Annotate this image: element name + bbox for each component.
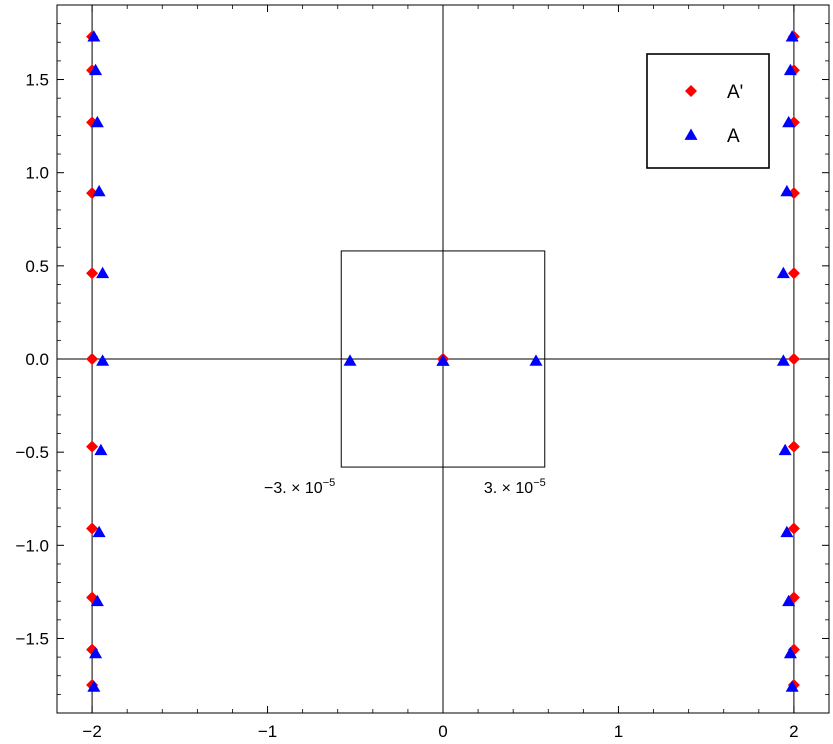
a-point bbox=[87, 680, 101, 692]
legend-label-a: A bbox=[727, 126, 740, 147]
y-tick-label: −1.0 bbox=[15, 536, 49, 555]
y-tick-label: −1.5 bbox=[15, 629, 49, 648]
a-point bbox=[89, 646, 103, 659]
a-point bbox=[92, 525, 106, 538]
a-point bbox=[782, 594, 796, 607]
x-tick-label: 1 bbox=[614, 722, 623, 741]
data-points bbox=[86, 30, 800, 692]
x-tick-label: −1 bbox=[258, 722, 277, 741]
legend-marker-a bbox=[684, 128, 698, 140]
x-tick-label: 2 bbox=[789, 722, 798, 741]
a-prime-point bbox=[787, 267, 800, 280]
a-point bbox=[780, 184, 794, 197]
a-point bbox=[776, 354, 790, 366]
inset-frame bbox=[340, 250, 546, 468]
a-point bbox=[776, 266, 790, 279]
a-point bbox=[778, 443, 792, 456]
a-point bbox=[92, 184, 106, 197]
a-point bbox=[89, 63, 103, 76]
y-tick-label: −0.5 bbox=[15, 443, 49, 462]
a-point bbox=[94, 443, 108, 456]
inset-a-point bbox=[343, 354, 357, 366]
a-prime-point bbox=[86, 116, 99, 129]
y-tick-label: 0.5 bbox=[25, 257, 49, 276]
a-point bbox=[785, 680, 799, 692]
x-tick-label: 0 bbox=[438, 722, 447, 741]
legend-box bbox=[646, 53, 770, 169]
inset-left-label: −3. × 10−5 bbox=[264, 477, 335, 497]
legend-marker-a-prime bbox=[685, 85, 697, 97]
a-prime-point bbox=[86, 353, 99, 365]
a-point bbox=[783, 63, 797, 76]
inset-right-label: 3. × 10−5 bbox=[484, 477, 546, 497]
a-point bbox=[90, 115, 104, 128]
a-prime-point bbox=[787, 353, 800, 365]
a-point bbox=[780, 525, 794, 538]
a-point bbox=[782, 115, 796, 128]
ticks: −2 −1 0 1 2 1.5 1.0 0.5 0.0 −0.5 −1.0 −1.5 bbox=[15, 5, 830, 741]
y-tick-label: 1.0 bbox=[25, 164, 49, 183]
a-point bbox=[96, 354, 110, 366]
a-prime-point bbox=[86, 267, 99, 280]
inset-a-point bbox=[436, 354, 450, 366]
a-prime-point bbox=[86, 440, 99, 453]
a-point bbox=[785, 30, 799, 42]
y-tick-label: 0.0 bbox=[25, 350, 49, 369]
inset-a-point bbox=[529, 354, 543, 366]
legend-label-a-prime: A' bbox=[727, 82, 743, 103]
a-point bbox=[87, 30, 101, 42]
a-prime-point bbox=[787, 440, 800, 453]
inset-box: −3. × 10−5 3. × 10−5 bbox=[264, 250, 546, 497]
legend: A' A bbox=[646, 53, 770, 169]
a-point bbox=[783, 646, 797, 659]
a-point bbox=[96, 266, 110, 279]
y-tick-label: 1.5 bbox=[25, 71, 49, 90]
x-tick-label: −2 bbox=[82, 722, 101, 741]
a-point bbox=[90, 594, 104, 607]
a-prime-point bbox=[787, 522, 800, 535]
a-prime-point bbox=[86, 522, 99, 535]
a-prime-point bbox=[787, 116, 800, 129]
